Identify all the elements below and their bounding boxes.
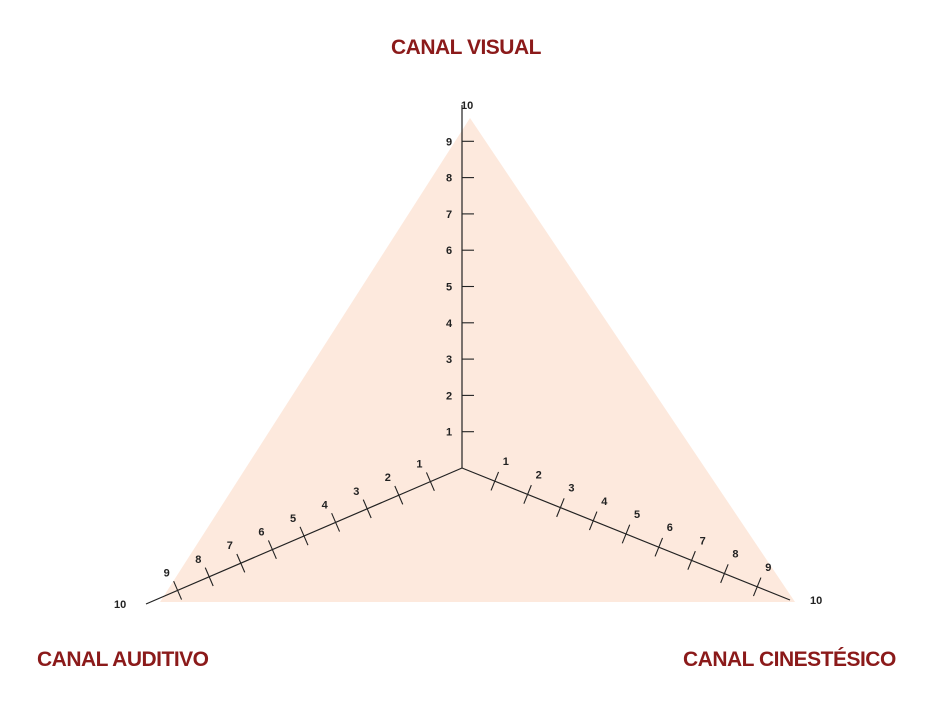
- tick-auditivo-9: [173, 580, 183, 600]
- axes-group: 1 2 3 4 5 6 7 8 9 10 1 2 3 4 5 6 7 8 9 10 1 2 3 4 5 6 7 8 9 10: [114, 100, 822, 611]
- tick-label-cinestesico-2: 2: [536, 469, 542, 481]
- tick-cinestesico-5: [621, 524, 631, 544]
- tick-label-cinestesico-4: 4: [601, 496, 608, 508]
- tick-label-visual-2: 2: [446, 390, 452, 402]
- tick-label-auditivo-4: 4: [322, 499, 329, 511]
- tick-cinestesico-9: [752, 577, 762, 597]
- tick-label-auditivo-1: 1: [416, 459, 422, 471]
- tick-label-cinestesico-5: 5: [634, 509, 640, 521]
- tick-label-auditivo-8: 8: [195, 554, 201, 566]
- tick-label-visual-3: 3: [446, 354, 452, 366]
- tick-cinestesico-6: [654, 537, 664, 557]
- tick-auditivo-3: [362, 499, 372, 519]
- tick-label-cinestesico-8: 8: [732, 549, 738, 561]
- tick-label-auditivo-5: 5: [290, 513, 296, 525]
- tick-auditivo-7: [236, 553, 246, 573]
- tick-label-visual-8: 8: [446, 173, 452, 185]
- tick-label-auditivo-10: 10: [114, 599, 126, 611]
- title-canal-cinestesico: CANAL CINESTÉSICO: [683, 648, 896, 671]
- tick-auditivo-1: [425, 472, 435, 492]
- tick-auditivo-2: [394, 485, 404, 505]
- tick-cinestesico-3: [556, 498, 565, 518]
- tick-auditivo-8: [204, 567, 214, 587]
- tick-cinestesico-4: [588, 511, 598, 531]
- tick-label-cinestesico-10: 10: [810, 595, 822, 607]
- tick-label-cinestesico-7: 7: [700, 535, 706, 547]
- background-triangle: [160, 118, 795, 602]
- tick-label-visual-5: 5: [446, 282, 452, 294]
- tick-label-visual-9: 9: [446, 136, 452, 148]
- tick-label-auditivo-3: 3: [353, 486, 359, 498]
- tick-cinestesico-7: [687, 550, 696, 570]
- tick-cinestesico-2: [523, 484, 532, 504]
- tick-label-cinestesico-3: 3: [568, 483, 574, 495]
- tick-label-cinestesico-6: 6: [667, 522, 673, 534]
- title-canal-visual: CANAL VISUAL: [391, 36, 541, 59]
- tick-label-auditivo-6: 6: [258, 527, 264, 539]
- tick-label-cinestesico-1: 1: [503, 456, 509, 468]
- tick-label-auditivo-2: 2: [385, 472, 391, 484]
- tick-label-auditivo-7: 7: [227, 540, 233, 552]
- tick-label-visual-10: 10: [461, 100, 473, 112]
- tick-label-visual-4: 4: [446, 318, 453, 330]
- tick-label-visual-7: 7: [446, 209, 452, 221]
- tick-label-auditivo-9: 9: [164, 567, 170, 579]
- tick-label-cinestesico-9: 9: [765, 562, 771, 574]
- tick-label-visual-1: 1: [446, 427, 452, 439]
- tick-auditivo-4: [331, 512, 341, 532]
- tick-cinestesico-1: [490, 471, 500, 491]
- tick-auditivo-5: [299, 526, 309, 546]
- tick-cinestesico-8: [720, 564, 729, 584]
- title-canal-auditivo: CANAL AUDITIVO: [37, 648, 209, 671]
- tick-auditivo-6: [267, 540, 277, 560]
- tick-label-visual-6: 6: [446, 245, 452, 257]
